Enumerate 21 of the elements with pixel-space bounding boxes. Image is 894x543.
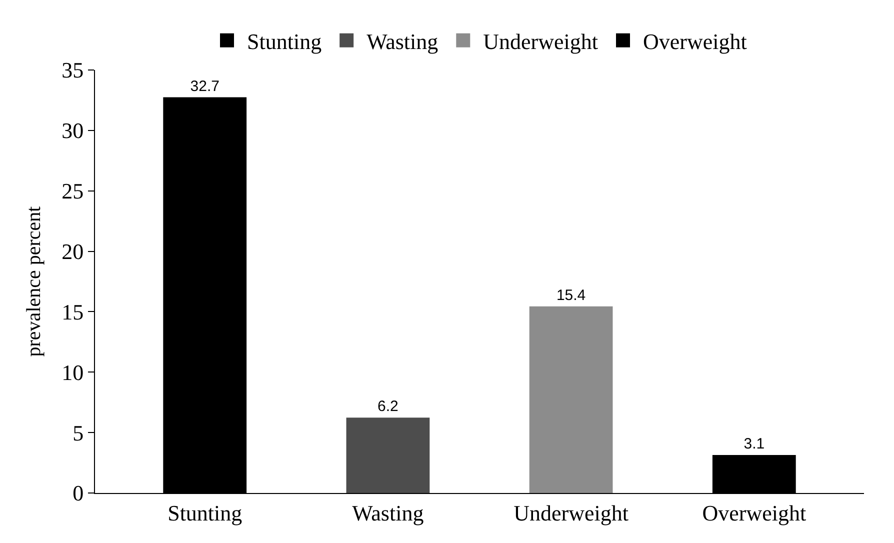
x-tick-label: Overweight — [702, 500, 806, 526]
y-tick-label: 0 — [72, 480, 84, 506]
x-tick-label: Stunting — [168, 500, 242, 526]
data-label: 3.1 — [744, 436, 765, 453]
y-tick-label: 5 — [72, 420, 84, 446]
legend-label: Stunting — [247, 28, 322, 54]
y-tick-label: 35 — [62, 58, 84, 83]
y-axis-title: prevalence percent — [23, 206, 46, 357]
y-tick-label: 10 — [62, 360, 84, 385]
data-label: 6.2 — [378, 398, 398, 416]
x-tick-label: Wasting — [352, 500, 424, 526]
data-label: 15.4 — [556, 286, 586, 304]
x-tick-label: Underweight — [514, 500, 628, 526]
y-tick-label: 30 — [62, 118, 84, 144]
y-tick-label: 20 — [62, 238, 84, 264]
data-label: 32.7 — [190, 78, 220, 95]
legend-label: Overweight — [643, 28, 747, 54]
legend-label: Wasting — [366, 28, 438, 54]
legend-label: Underweight — [483, 28, 598, 54]
y-tick-label: 25 — [62, 178, 84, 204]
y-tick-label: 15 — [62, 299, 84, 324]
